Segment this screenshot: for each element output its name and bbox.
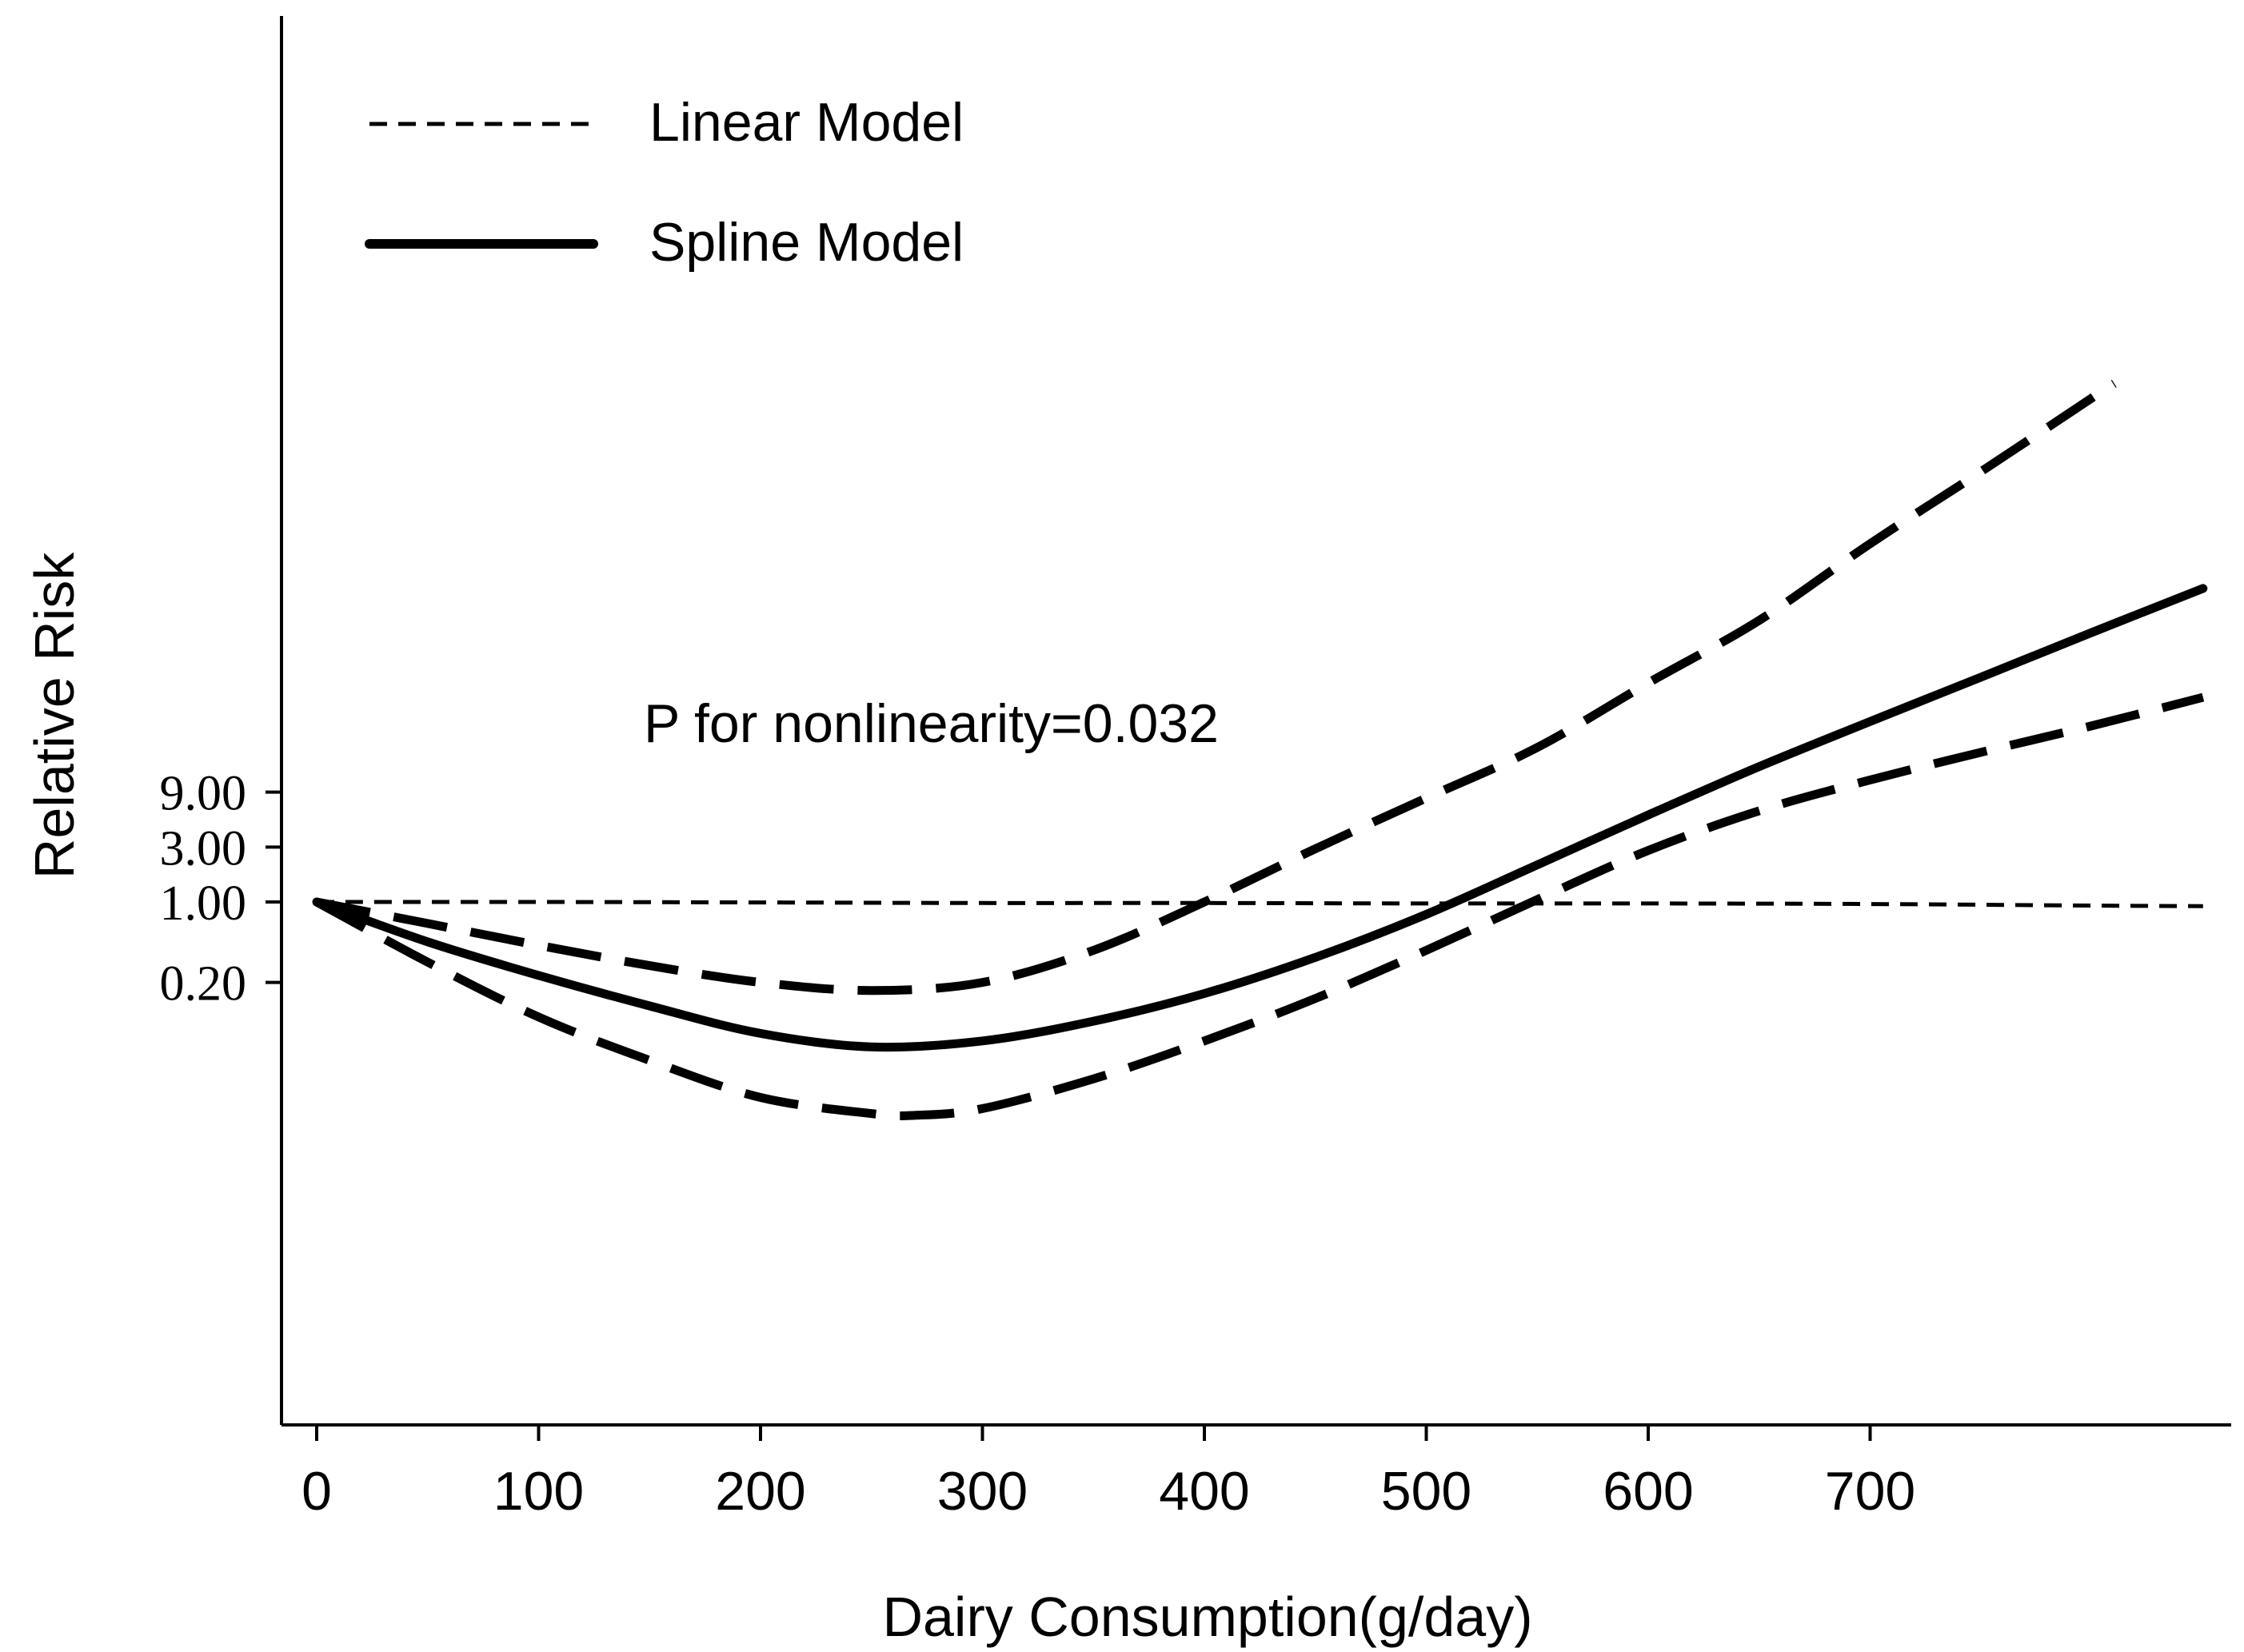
x-tick-label-700: 700 — [1825, 1461, 1915, 1522]
y-tick-label-3.00: 3.00 — [160, 821, 247, 876]
y-axis-ticks: 9.003.001.00 0.20 — [160, 767, 281, 1012]
series-line-upper-ci — [315, 380, 2117, 996]
y-tick-label-0.20: 0.20 — [160, 957, 247, 1012]
y-tick-label-1.00: 1.00 — [160, 876, 247, 931]
legend-spline-label: Spline Model — [649, 212, 964, 273]
series-line-spline-model — [312, 584, 2208, 1052]
x-tick-label-300: 300 — [937, 1461, 1028, 1522]
x-axis-ticks: 0 100 200 300 400 500 600 700 — [301, 1425, 1915, 1522]
x-tick-label-0: 0 — [301, 1461, 332, 1522]
x-axis-label: Dairy Consumption(g/day) — [882, 1586, 1532, 1648]
x-tick-label-100: 100 — [493, 1461, 584, 1522]
x-tick-label-200: 200 — [715, 1461, 805, 1522]
x-tick-label-400: 400 — [1159, 1461, 1249, 1522]
series-layer — [312, 380, 2208, 1121]
legend-linear-label: Linear Model — [649, 92, 964, 153]
legend: Linear Model Spline Model — [365, 92, 964, 273]
x-tick-label-500: 500 — [1381, 1461, 1471, 1522]
y-tick-label-9.00: 9.00 — [160, 767, 247, 821]
series-line-linear-model — [316, 900, 2203, 908]
nonlinearity-annotation: P for nonlinearity=0.032 — [644, 693, 1219, 754]
y-axis-label: Relative Risk — [23, 552, 86, 879]
series-line-lower-ci — [314, 692, 2205, 1121]
x-tick-label-600: 600 — [1603, 1461, 1693, 1522]
